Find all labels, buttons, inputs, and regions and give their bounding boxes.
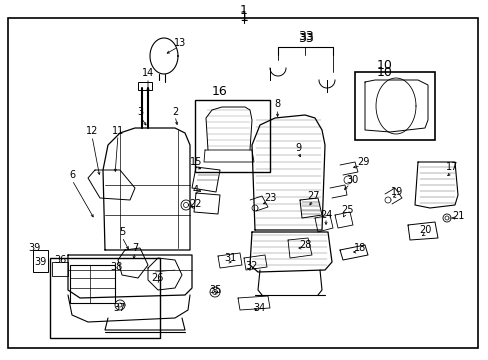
- Bar: [195, 100, 269, 172]
- Text: 2: 2: [171, 107, 178, 117]
- Text: 36: 36: [54, 255, 66, 265]
- Text: 6: 6: [69, 170, 75, 180]
- Text: 28: 28: [298, 240, 310, 250]
- Text: 35: 35: [208, 285, 221, 295]
- Text: 16: 16: [212, 85, 227, 98]
- Text: 18: 18: [353, 243, 366, 253]
- Text: 31: 31: [224, 253, 236, 263]
- Text: 37: 37: [114, 303, 126, 313]
- Text: 21: 21: [451, 211, 463, 221]
- Bar: [50, 258, 160, 338]
- Text: 33: 33: [298, 31, 313, 45]
- Text: 17: 17: [445, 162, 457, 172]
- Text: 12: 12: [85, 126, 98, 136]
- Text: 1: 1: [239, 10, 248, 24]
- Text: 8: 8: [273, 99, 280, 109]
- Text: 1: 1: [240, 4, 247, 17]
- Text: 10: 10: [376, 59, 392, 72]
- Text: 29: 29: [356, 157, 368, 167]
- Text: 14: 14: [142, 68, 154, 78]
- Text: 22: 22: [189, 199, 202, 209]
- Bar: [354, 72, 434, 140]
- Text: 13: 13: [174, 38, 186, 48]
- Text: 9: 9: [294, 143, 301, 153]
- Text: 24: 24: [319, 210, 331, 220]
- Text: 11: 11: [112, 126, 124, 136]
- Bar: [70, 265, 115, 303]
- Text: 39: 39: [28, 243, 40, 253]
- Text: 39: 39: [34, 257, 46, 267]
- Bar: [33, 250, 48, 272]
- Text: 19: 19: [390, 187, 402, 197]
- Text: 23: 23: [263, 193, 276, 203]
- Text: 7: 7: [132, 243, 138, 253]
- Text: 3: 3: [137, 107, 143, 117]
- Text: 5: 5: [119, 227, 125, 237]
- Text: 4: 4: [193, 185, 199, 195]
- Text: 15: 15: [189, 157, 202, 167]
- Text: 26: 26: [150, 273, 163, 283]
- Text: 32: 32: [244, 261, 257, 271]
- Text: 10: 10: [376, 66, 392, 78]
- Bar: [52, 262, 68, 276]
- Text: 38: 38: [110, 262, 122, 272]
- Text: 27: 27: [306, 191, 319, 201]
- Text: 20: 20: [418, 225, 430, 235]
- Bar: [138, 82, 152, 90]
- Text: 30: 30: [345, 175, 357, 185]
- Text: 33: 33: [298, 30, 313, 42]
- Text: 25: 25: [340, 205, 352, 215]
- Text: 34: 34: [252, 303, 264, 313]
